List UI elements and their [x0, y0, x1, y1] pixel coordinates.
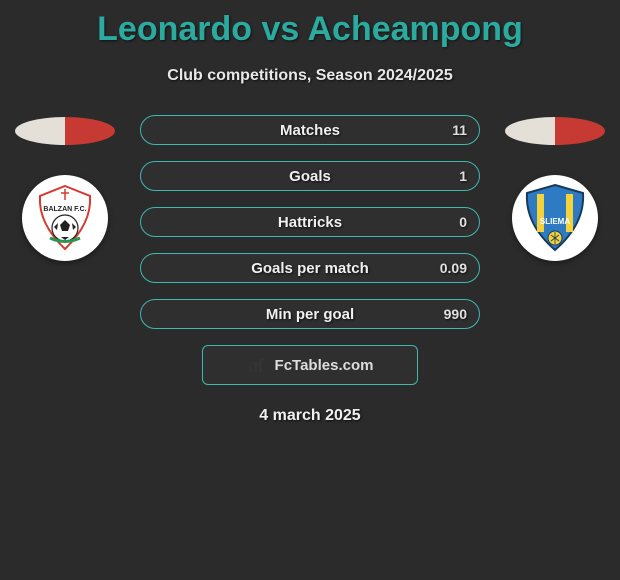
stat-row-goals: Goals 1 — [140, 161, 480, 191]
stat-row-min-per-goal: Min per goal 990 — [140, 299, 480, 329]
stats-list: Matches 11 Goals 1 Hattricks 0 Goals per… — [140, 115, 480, 329]
stat-value-right: 11 — [452, 122, 467, 138]
svg-text:BALZAN F.C.: BALZAN F.C. — [43, 206, 86, 213]
bar-chart-icon — [247, 356, 269, 374]
sliema-crest-icon: SLIEMA — [519, 182, 591, 254]
stat-label: Goals per match — [251, 260, 369, 277]
stat-value-right: 1 — [459, 168, 467, 184]
player-right-column: SLIEMA — [500, 115, 610, 261]
flag-right — [505, 117, 605, 145]
stat-row-goals-per-match: Goals per match 0.09 — [140, 253, 480, 283]
svg-text:SLIEMA: SLIEMA — [540, 217, 570, 226]
stat-value-right: 990 — [444, 306, 467, 322]
balzan-crest-icon: BALZAN F.C. — [30, 183, 100, 253]
stat-value-right: 0.09 — [440, 260, 467, 276]
club-badge-left: BALZAN F.C. — [22, 175, 108, 261]
footer-site: FcTables.com — [275, 357, 374, 374]
subtitle: Club competitions, Season 2024/2025 — [0, 67, 620, 85]
stat-label: Hattricks — [278, 214, 342, 231]
stat-row-matches: Matches 11 — [140, 115, 480, 145]
date: 4 march 2025 — [0, 407, 620, 425]
stat-label: Goals — [289, 168, 331, 185]
footer-badge[interactable]: FcTables.com — [202, 345, 418, 385]
player-left-column: BALZAN F.C. — [10, 115, 120, 261]
stat-label: Matches — [280, 122, 340, 139]
flag-left — [15, 117, 115, 145]
stat-label: Min per goal — [266, 306, 354, 323]
stat-value-right: 0 — [459, 214, 467, 230]
club-badge-right: SLIEMA — [512, 175, 598, 261]
comparison-container: BALZAN F.C. SLIEMA — [0, 115, 620, 425]
stat-row-hattricks: Hattricks 0 — [140, 207, 480, 237]
page-title: Leonardo vs Acheampong — [0, 0, 620, 49]
